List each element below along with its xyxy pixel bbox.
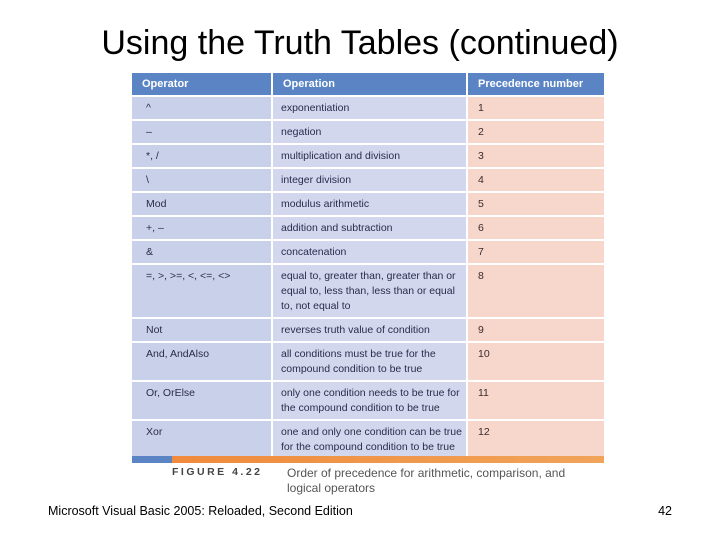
operator-precedence-table: Operator Operation Precedence number ^ ex… [132,73,604,458]
table-row: & concatenation 7 [132,239,604,264]
operation-cell: multiplication and division [272,143,468,168]
table-row: *, / multiplication and division 3 [132,143,604,168]
operation-cell: negation [272,119,468,144]
table-row: – negation 2 [132,119,604,144]
operator-cell: *, / [132,143,273,168]
table-row: =, >, >=, <, <=, <> equal to, greater tha… [132,263,604,318]
precedence-cell: 6 [467,215,604,240]
operation-cell: all conditions must be true for the comp… [272,341,468,381]
operator-cell: \ [132,167,273,192]
precedence-cell: 7 [467,239,604,264]
footer-text: Microsoft Visual Basic 2005: Reloaded, S… [48,504,353,518]
operator-cell: & [132,239,273,264]
slide-title: Using the Truth Tables (continued) [101,24,619,62]
header-operation: Operation [272,73,468,96]
figure-label: FIGURE 4.22 [172,466,263,478]
table-row: \ integer division 4 [132,167,604,192]
operator-cell: ^ [132,95,273,120]
figure-accent-bar [132,456,604,463]
precedence-cell: 2 [467,119,604,144]
operation-cell: only one condition needs to be true for … [272,380,468,420]
operation-cell: one and only one condition can be true f… [272,419,468,458]
table-body: ^ exponentiation 1– negation 2 *, / multiplica… [132,95,604,458]
operation-cell: equal to, greater than, greater than or … [272,263,468,318]
table-row: Xor one and only one condition can be tru… [132,419,604,458]
precedence-table-container: Operator Operation Precedence number ^ ex… [132,73,604,458]
table-row: And, AndAlso all conditions must be true … [132,341,604,381]
figure-caption: Order of precedence for arithmetic, comp… [287,466,566,495]
operation-cell: modulus arithmetic [272,191,468,216]
header-operator: Operator [132,73,273,96]
table-header-row: Operator Operation Precedence number [132,73,604,96]
precedence-cell: 5 [467,191,604,216]
table-row: +, – addition and subtraction 6 [132,215,604,240]
operator-cell: =, >, >=, <, <=, <> [132,263,273,318]
precedence-cell: 11 [467,380,604,420]
operation-cell: integer division [272,167,468,192]
operation-cell: addition and subtraction [272,215,468,240]
operator-cell: – [132,119,273,144]
precedence-cell: 10 [467,341,604,381]
precedence-cell: 1 [467,95,604,120]
operation-cell: reverses truth value of condition [272,317,468,342]
operator-cell: And, AndAlso [132,341,273,381]
operator-cell: Xor [132,419,273,458]
table-row: ^ exponentiation 1 [132,95,604,120]
precedence-cell: 3 [467,143,604,168]
table-row: Or, OrElse only one condition needs to be… [132,380,604,420]
precedence-cell: 4 [467,167,604,192]
header-precedence-number: Precedence number [467,73,604,96]
table-row: Not reverses truth value of condition 9 [132,317,604,342]
operation-cell: exponentiation [272,95,468,120]
operator-cell: Not [132,317,273,342]
table-row: Mod modulus arithmetic 5 [132,191,604,216]
precedence-cell: 8 [467,263,604,318]
precedence-cell: 12 [467,419,604,458]
operator-cell: Or, OrElse [132,380,273,420]
page-number: 42 [658,504,672,518]
operator-cell: Mod [132,191,273,216]
precedence-cell: 9 [467,317,604,342]
operation-cell: concatenation [272,239,468,264]
operator-cell: +, – [132,215,273,240]
